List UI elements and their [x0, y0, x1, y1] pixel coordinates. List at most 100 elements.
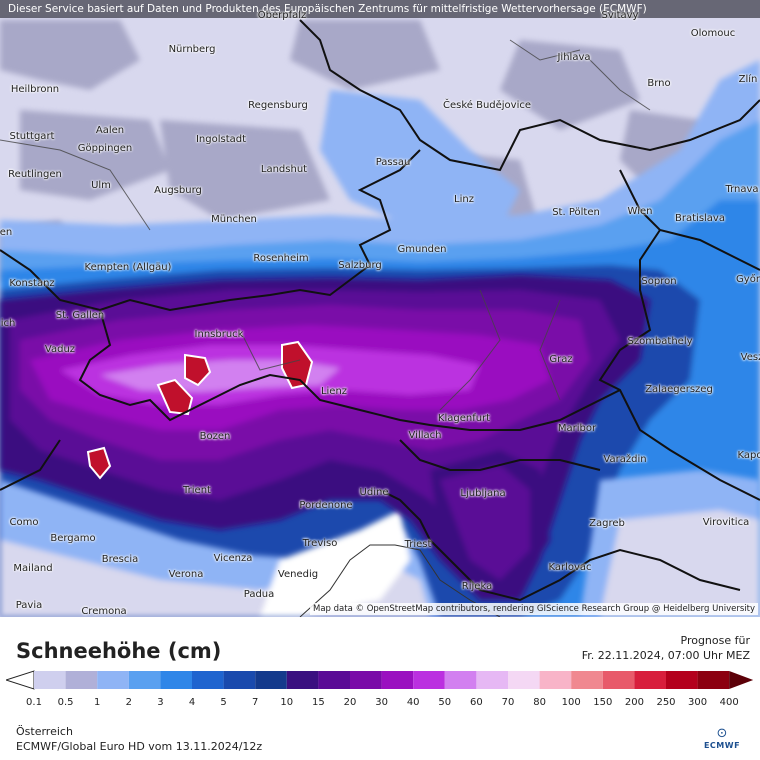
city-name: Landshut: [260, 164, 308, 175]
scale-tick-label: 100: [561, 697, 581, 708]
city-label: Nürnberg: [169, 44, 216, 55]
city-name: Wien: [627, 206, 653, 217]
scale-tick-label: 80: [533, 697, 546, 708]
city-name: Sopron: [641, 276, 677, 287]
city-label: Trnava: [725, 184, 758, 195]
city-label: Innsbruck: [195, 329, 244, 340]
city-name: Treviso: [302, 538, 338, 549]
city-label: Salzburg: [338, 260, 381, 271]
color-scale-bar: [6, 670, 754, 690]
city-name: Göppingen: [77, 143, 133, 154]
scale-tick-label: 7: [252, 697, 259, 708]
city-name: Udine: [359, 487, 389, 498]
city-name: Villach: [408, 430, 442, 441]
city-label: Brno: [647, 78, 670, 89]
city-name: Klagenfurt: [437, 413, 491, 424]
city-name: Kapo: [737, 450, 760, 461]
city-label: Bratislava: [675, 213, 725, 224]
scale-cell: [634, 671, 666, 689]
city-label: Regensburg: [248, 100, 308, 111]
city-name: Zlín: [738, 74, 758, 85]
city-label: Göppingen: [78, 143, 133, 154]
city-name: Vesz: [740, 352, 760, 363]
city-label: Graz: [549, 354, 572, 365]
scale-tick-label: 5: [220, 697, 227, 708]
city-label: Ljubljana: [460, 488, 505, 499]
city-label: en: [0, 227, 12, 238]
ecmwf-logo-text: ECMWF: [703, 741, 741, 750]
city-label: Zlín: [739, 74, 758, 85]
city-label: Svitavy: [602, 10, 639, 21]
city-name: Konstanz: [9, 278, 55, 289]
scale-tick-label: 60: [470, 697, 483, 708]
ecmwf-service-banner: Dieser Service basiert auf Daten und Pro…: [0, 0, 760, 18]
scale-tick-label: 400: [719, 697, 739, 708]
scale-cell: [350, 671, 382, 689]
city-name: Rijeka: [461, 581, 493, 592]
city-label: Rijeka: [462, 581, 492, 592]
city-name: Ulm: [91, 180, 111, 191]
city-label: Ulm: [91, 180, 111, 191]
city-label: Zalaegerszeg: [645, 384, 713, 395]
city-label: Bergamo: [50, 533, 95, 544]
city-name: Verona: [168, 569, 204, 580]
city-name: Gmunden: [397, 244, 447, 255]
city-name: Zalaegerszeg: [645, 384, 713, 395]
city-label: Sopron: [641, 276, 676, 287]
city-label: Rosenheim: [253, 253, 308, 264]
city-name: Maribor: [557, 423, 597, 434]
city-name: Varaždin: [603, 454, 647, 465]
city-label: Virovitica: [703, 517, 749, 528]
scale-tick-label: 30: [375, 697, 388, 708]
city-label: Kempten (Allgäu): [85, 262, 172, 273]
city-name: Nürnberg: [168, 44, 216, 55]
city-name: Ingolstadt: [195, 134, 247, 145]
city-label: Triest: [405, 539, 432, 550]
scale-cell: [65, 671, 98, 689]
city-label: Maribor: [558, 423, 596, 434]
city-name: Bergamo: [50, 533, 96, 544]
city-name: Augsburg: [154, 185, 202, 196]
scale-cell: [286, 671, 319, 689]
scale-tick-label: 10: [280, 697, 294, 708]
city-label: Vicenza: [214, 553, 253, 564]
city-label: Kapo: [738, 450, 760, 461]
city-label: Oberpfalz: [258, 10, 307, 21]
city-name: Ljubljana: [460, 488, 506, 499]
city-label: Bozen: [200, 431, 231, 442]
forecast-label: Prognose für: [680, 634, 751, 647]
city-name: Mailand: [13, 563, 53, 574]
scale-tick-label: 250: [656, 697, 676, 708]
city-label: Szombathely: [627, 336, 692, 347]
city-name: Passau: [375, 157, 411, 168]
city-name: Győr: [736, 274, 760, 285]
scale-cell: [34, 671, 66, 689]
scale-cell: [444, 671, 477, 689]
scale-tick-label: 150: [593, 697, 613, 708]
scale-underflow-arrow: [6, 670, 35, 690]
city-name: en: [0, 227, 13, 238]
city-label: Varaždin: [603, 454, 646, 465]
city-label: Jihlava: [557, 52, 590, 63]
city-name: Szombathely: [627, 336, 693, 347]
city-label: ich: [1, 318, 16, 329]
city-name: Svitavy: [601, 10, 639, 21]
city-name: Zagreb: [589, 518, 625, 529]
ecmwf-logo: ⊙ ECMWF: [702, 727, 742, 757]
city-label: Karlovac: [548, 562, 591, 573]
city-label: Pavia: [16, 600, 43, 611]
city-name: Trient: [183, 485, 211, 496]
city-name: Padua: [243, 589, 275, 600]
city-name: Trnava: [725, 184, 759, 195]
city-name: Olomouc: [690, 28, 736, 39]
map-attribution: Map data © OpenStreetMap contributors, r…: [310, 603, 758, 615]
city-name: Stuttgart: [9, 131, 55, 142]
city-name: Innsbruck: [194, 329, 244, 340]
city-name: Cremona: [81, 606, 127, 617]
scale-cell: [192, 671, 224, 689]
city-name: Salzburg: [338, 260, 382, 271]
scale-cell: [539, 671, 572, 689]
city-label: Verona: [169, 569, 204, 580]
city-label: Győr: [736, 274, 760, 285]
snow-depth-map[interactable]: Dieser Service basiert auf Daten und Pro…: [0, 0, 760, 617]
